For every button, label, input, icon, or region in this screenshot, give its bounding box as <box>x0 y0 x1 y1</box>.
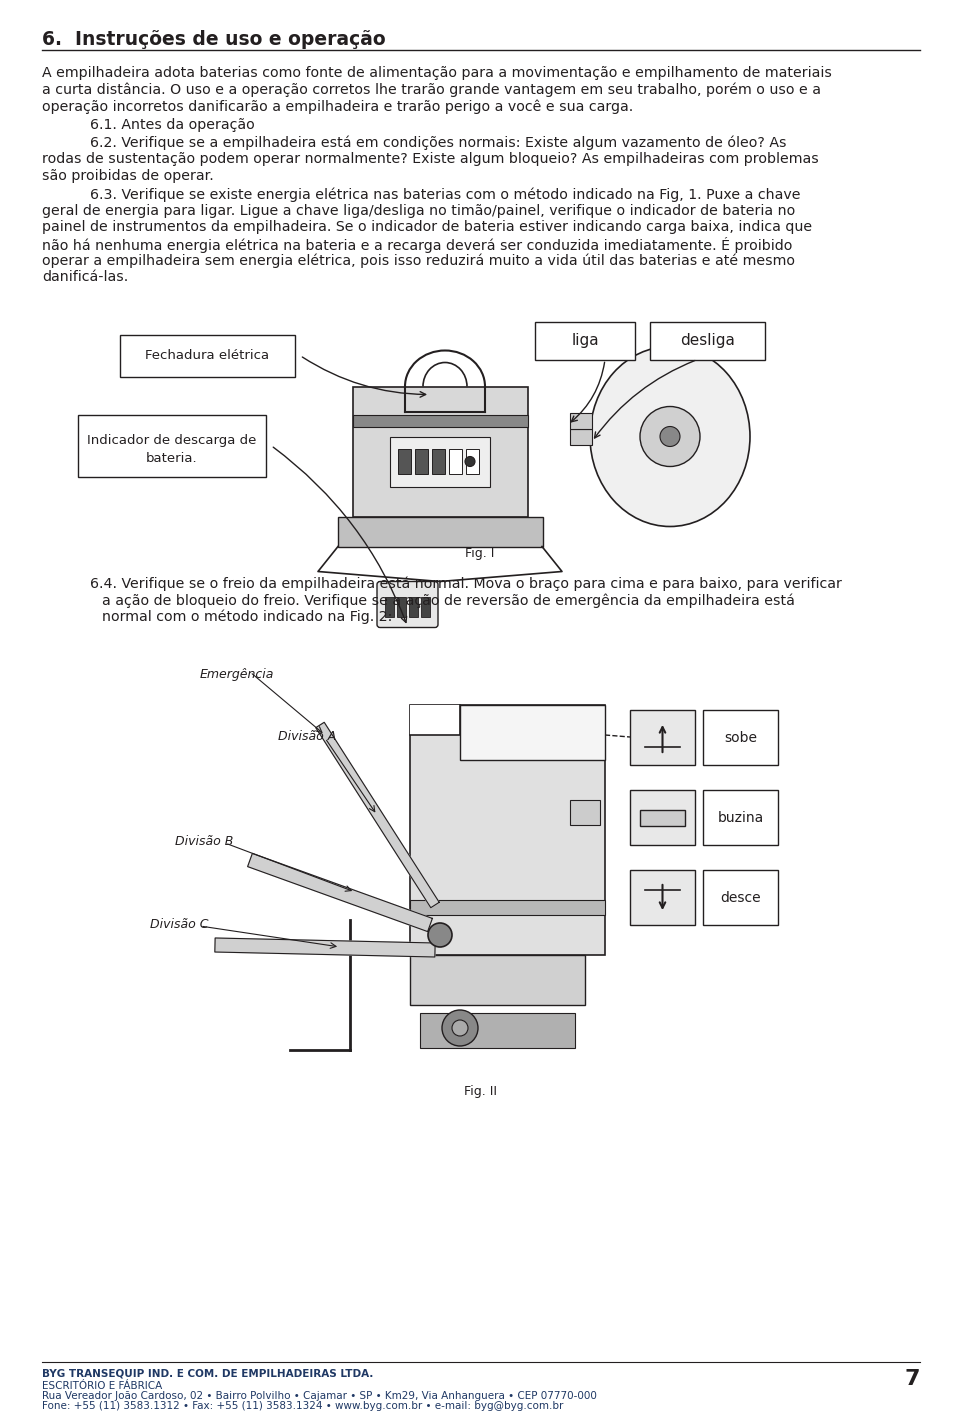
Bar <box>353 415 528 426</box>
Text: Divisão C: Divisão C <box>150 919 208 931</box>
Text: 6.  Instruções de uso e operação: 6. Instruções de uso e operação <box>42 30 386 49</box>
Text: Rua Vereador João Cardoso, 02 • Bairro Polvilho • Cajamar • SP • Km29, Via Anhan: Rua Vereador João Cardoso, 02 • Bairro P… <box>42 1391 597 1401</box>
Bar <box>570 800 600 825</box>
Bar <box>449 449 462 474</box>
Bar <box>410 706 460 735</box>
Circle shape <box>465 457 475 467</box>
Text: danificá-las.: danificá-las. <box>42 270 129 284</box>
FancyBboxPatch shape <box>377 581 438 628</box>
Polygon shape <box>248 854 432 931</box>
Text: Divisão A: Divisão A <box>278 729 336 744</box>
Text: Divisão B: Divisão B <box>175 835 233 848</box>
Bar <box>460 706 605 761</box>
Bar <box>390 436 490 487</box>
Polygon shape <box>316 722 440 907</box>
Text: são proibidas de operar.: são proibidas de operar. <box>42 169 214 183</box>
Text: não há nenhuma energia elétrica na bateria e a recarga deverá ser conduzida imed: não há nenhuma energia elétrica na bater… <box>42 237 792 253</box>
Bar <box>650 322 765 360</box>
Bar <box>410 900 605 914</box>
Bar <box>398 449 411 474</box>
Bar <box>415 449 428 474</box>
Text: liga: liga <box>571 333 599 349</box>
Text: a ação de bloqueio do freio. Verifique se a ação de reversão de emergência da em: a ação de bloqueio do freio. Verifique s… <box>102 593 795 608</box>
Text: 6.3. Verifique se existe energia elétrica nas baterias com o método indicado na : 6.3. Verifique se existe energia elétric… <box>90 188 801 202</box>
Text: ESCRITÓRIO E FÁBRICA: ESCRITÓRIO E FÁBRICA <box>42 1381 162 1391</box>
Text: Emergência: Emergência <box>200 667 275 682</box>
Bar <box>420 1013 575 1048</box>
Text: Indicador de descarga de
bateria.: Indicador de descarga de bateria. <box>87 435 256 466</box>
Circle shape <box>428 923 452 947</box>
Text: Fechadura elétrica: Fechadura elétrica <box>145 349 270 363</box>
Bar <box>570 412 592 429</box>
Bar <box>630 710 695 765</box>
Text: 7: 7 <box>904 1369 920 1388</box>
Bar <box>640 810 685 825</box>
Text: 6.2. Verifique se a empilhadeira está em condições normais: Existe algum vazamen: 6.2. Verifique se a empilhadeira está em… <box>90 135 786 151</box>
Circle shape <box>660 426 680 446</box>
Bar <box>630 790 695 845</box>
Bar <box>421 597 430 617</box>
Bar <box>353 387 528 516</box>
Text: a curta distância. O uso e a operação corretos lhe trarão grande vantagem em seu: a curta distância. O uso e a operação co… <box>42 82 821 97</box>
Bar <box>397 597 406 617</box>
Text: desce: desce <box>720 890 761 904</box>
Bar <box>703 710 778 765</box>
Text: buzina: buzina <box>717 810 763 824</box>
Text: 6.4. Verifique se o freio da empilhadeira está normal. Mova o braço para cima e : 6.4. Verifique se o freio da empilhadeir… <box>90 577 842 591</box>
Bar <box>385 597 394 617</box>
Bar <box>78 415 266 477</box>
Text: BYG TRANSEQUIP IND. E COM. DE EMPILHADEIRAS LTDA.: BYG TRANSEQUIP IND. E COM. DE EMPILHADEI… <box>42 1369 373 1379</box>
Text: rodas de sustentação podem operar normalmente? Existe algum bloqueio? As empilha: rodas de sustentação podem operar normal… <box>42 152 819 166</box>
Bar <box>409 597 418 617</box>
Bar <box>410 706 605 955</box>
Ellipse shape <box>590 347 750 526</box>
Text: operação incorretos danificarão a empilhadeira e trarão perigo a você e sua carg: operação incorretos danificarão a empilh… <box>42 99 634 113</box>
Bar <box>570 429 592 444</box>
Text: geral de energia para ligar. Ligue a chave liga/desliga no timão/painel, verifiq: geral de energia para ligar. Ligue a cha… <box>42 205 795 219</box>
Bar <box>466 449 479 474</box>
Bar <box>535 322 635 360</box>
Text: painel de instrumentos da empilhadeira. Se o indicador de bateria estiver indica: painel de instrumentos da empilhadeira. … <box>42 220 812 234</box>
Text: operar a empilhadeira sem energia elétrica, pois isso reduzirá muito a vida útil: operar a empilhadeira sem energia elétri… <box>42 254 795 268</box>
Text: 6.1. Antes da operação: 6.1. Antes da operação <box>90 117 254 131</box>
Circle shape <box>442 1010 478 1046</box>
Text: Fig. II: Fig. II <box>464 1085 496 1098</box>
Bar <box>703 871 778 926</box>
Text: desliga: desliga <box>680 333 735 349</box>
Bar <box>338 516 543 546</box>
Circle shape <box>640 406 700 467</box>
Text: A empilhadeira adota baterias como fonte de alimentação para a movimentação e em: A empilhadeira adota baterias como fonte… <box>42 66 832 80</box>
Circle shape <box>452 1020 468 1036</box>
Text: sobe: sobe <box>724 731 757 745</box>
Bar <box>410 955 585 1005</box>
Text: Fig. I: Fig. I <box>466 546 494 560</box>
Bar <box>703 790 778 845</box>
Polygon shape <box>215 938 435 957</box>
Bar <box>120 334 295 377</box>
Bar <box>432 449 445 474</box>
Text: normal com o método indicado na Fig. 2:: normal com o método indicado na Fig. 2: <box>102 610 393 624</box>
Bar <box>630 871 695 926</box>
Text: Fone: +55 (11) 3583.1312 • Fax: +55 (11) 3583.1324 • www.byg.com.br • e-mail: by: Fone: +55 (11) 3583.1312 • Fax: +55 (11)… <box>42 1401 564 1411</box>
